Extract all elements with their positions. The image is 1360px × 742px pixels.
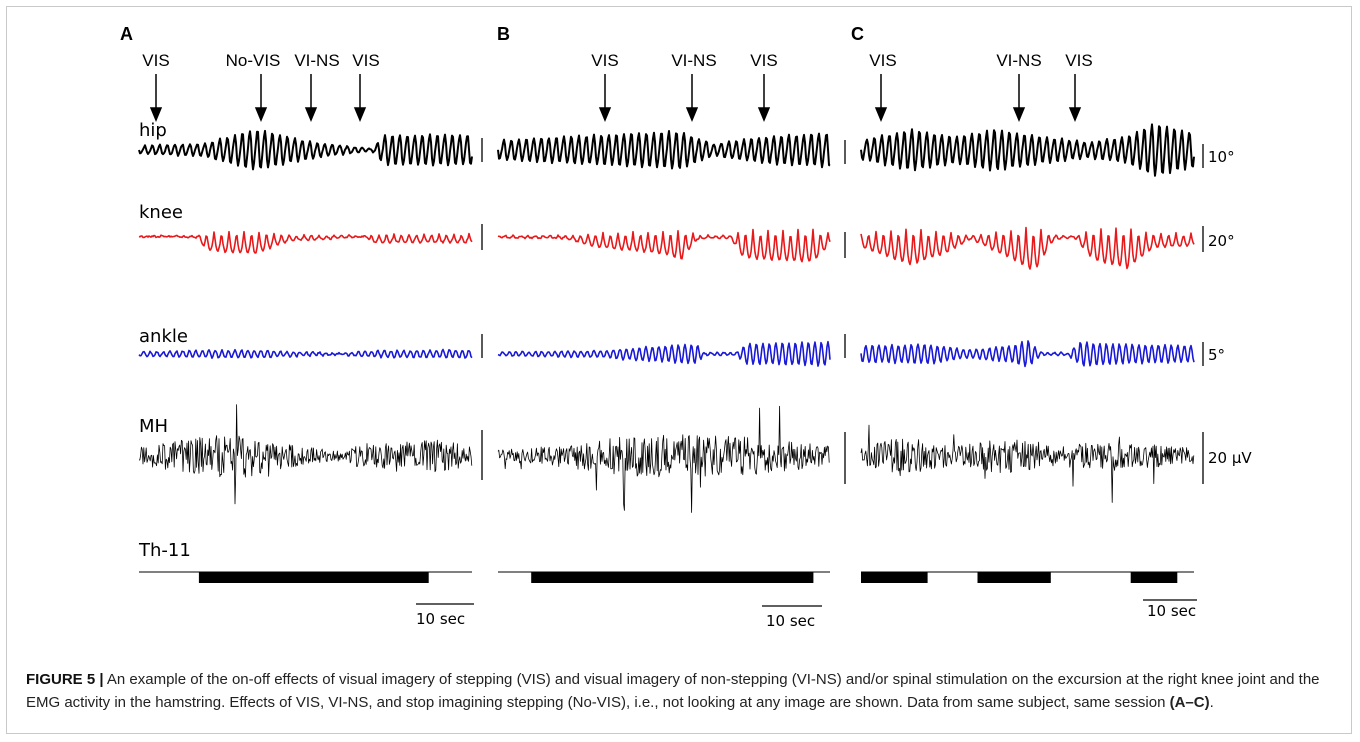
- row-label-ankle: ankle: [139, 326, 188, 347]
- trace-ankle-a: [138, 348, 473, 359]
- caption-text: An example of the on-off effects of visu…: [26, 671, 1320, 711]
- event-label-a-4: VIS: [352, 51, 379, 70]
- figure-frame: [6, 6, 1352, 734]
- event-arrow-a-4: [353, 74, 367, 122]
- row-label-knee: knee: [139, 202, 183, 223]
- scale-label-mh: 20 µV: [1208, 449, 1252, 467]
- trace-knee-a: [138, 230, 473, 254]
- event-arrow-a-1: [149, 74, 163, 122]
- trace-mh-b: [497, 405, 830, 513]
- event-arrow-a-3: [304, 74, 318, 122]
- event-label-b-3: VIS: [750, 51, 777, 70]
- event-label-c-3: VIS: [1065, 51, 1092, 70]
- event-label-a-2: No-VIS: [226, 51, 281, 70]
- trace-hip-b: [497, 130, 831, 170]
- event-label-a-1: VIS: [142, 51, 169, 70]
- event-arrow-c-2: [1012, 74, 1026, 122]
- event-label-a-3: VI-NS: [294, 51, 339, 70]
- time-label-c: 10 sec: [1147, 602, 1196, 620]
- stim-on-block-c-1: [861, 572, 928, 583]
- stim-on-block-a-1: [198, 572, 429, 583]
- event-arrow-a-2: [254, 74, 268, 122]
- event-arrow-c-1: [874, 74, 888, 122]
- stim-on-block-c-3: [1130, 572, 1178, 583]
- scale-label-knee: 20°: [1208, 232, 1235, 250]
- trace-hip-a: [138, 129, 473, 171]
- event-label-c-1: VIS: [869, 51, 896, 70]
- caption-panel-ref: (A–C): [1169, 694, 1210, 711]
- caption-end: .: [1209, 694, 1214, 711]
- row-label-hip: hip: [139, 120, 167, 141]
- time-label-b: 10 sec: [766, 612, 815, 630]
- event-label-b-2: VI-NS: [671, 51, 716, 70]
- panel-label-a: A: [120, 24, 133, 44]
- event-arrow-b-1: [598, 74, 612, 122]
- event-arrow-c-3: [1068, 74, 1082, 122]
- caption-label: FIGURE 5 |: [26, 671, 104, 688]
- scale-label-ankle: 5°: [1208, 346, 1225, 364]
- trace-knee-c: [860, 226, 1195, 270]
- stim-on-block-c-2: [977, 572, 1051, 583]
- time-label-a: 10 sec: [416, 610, 465, 628]
- figure-caption: FIGURE 5 | An example of the on-off effe…: [26, 668, 1326, 714]
- trace-hip-c: [860, 123, 1195, 177]
- trace-mh-c: [860, 424, 1195, 503]
- trace-knee-b: [497, 228, 831, 263]
- trace-mh-a: [139, 404, 473, 505]
- trace-ankle-c: [860, 340, 1195, 368]
- event-label-c-2: VI-NS: [996, 51, 1041, 70]
- row-label-th11: Th-11: [138, 540, 191, 561]
- stim-on-block-b-1: [531, 572, 814, 583]
- scale-label-hip: 10°: [1208, 148, 1235, 166]
- row-label-mh: MH: [139, 416, 168, 437]
- event-arrow-b-3: [757, 74, 771, 122]
- panel-label-c: C: [851, 24, 864, 44]
- trace-ankle-b: [497, 340, 831, 367]
- event-label-b-1: VIS: [591, 51, 618, 70]
- panel-label-b: B: [497, 24, 510, 44]
- event-arrow-b-2: [685, 74, 699, 122]
